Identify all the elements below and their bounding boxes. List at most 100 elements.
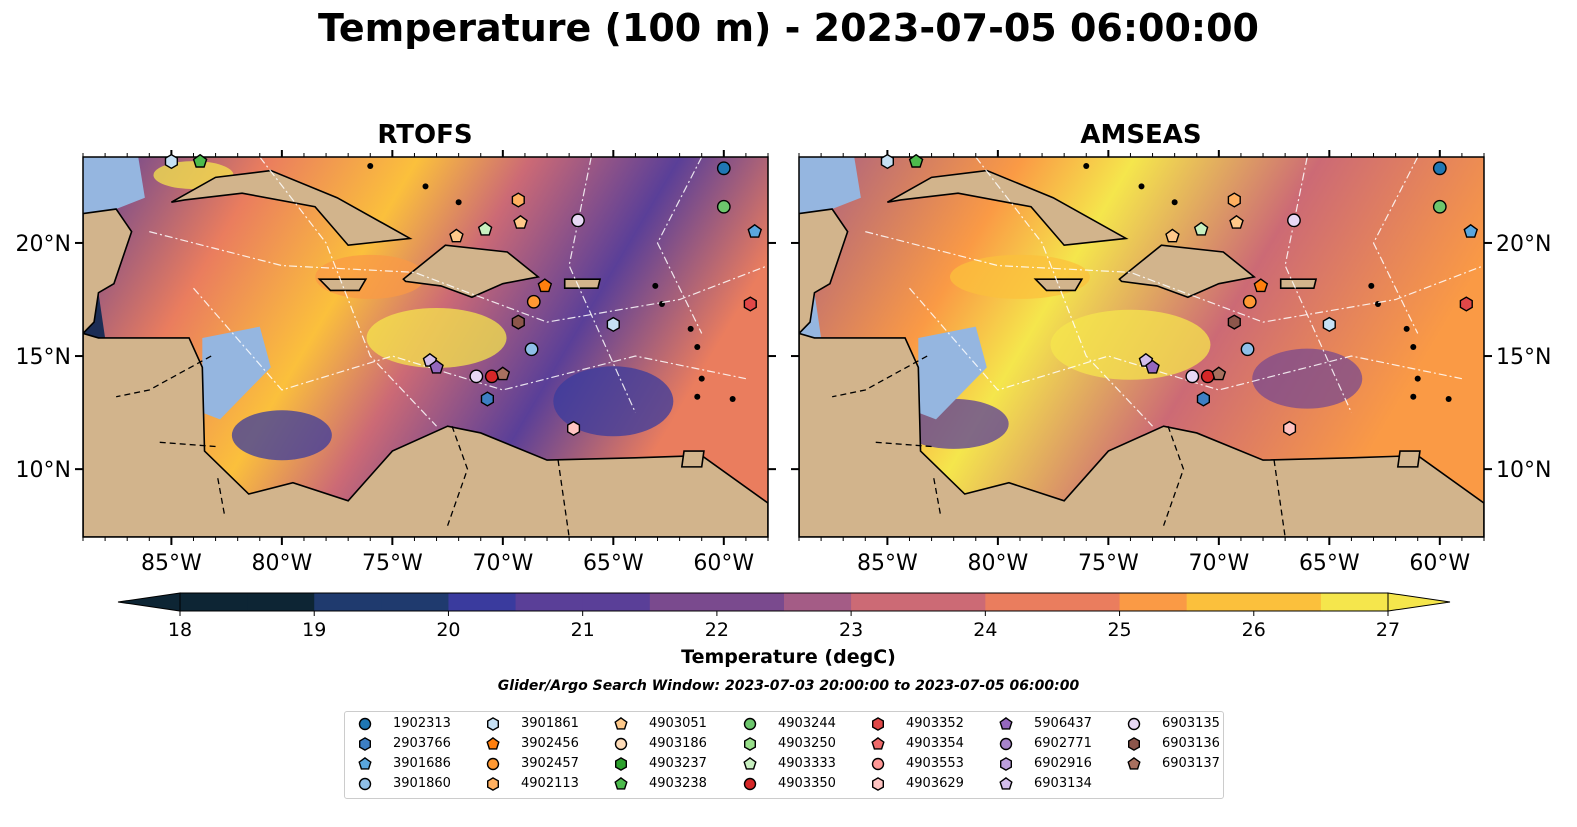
legend-label: 4903333 xyxy=(778,756,836,771)
legend-marker-circle xyxy=(358,777,372,791)
colorbar-segment xyxy=(515,593,584,611)
legend-label: 2903766 xyxy=(393,736,451,751)
legend-marker-icon xyxy=(358,777,372,791)
landmass xyxy=(799,208,849,335)
island xyxy=(1043,150,1049,151)
island xyxy=(422,183,429,190)
island xyxy=(1414,375,1421,382)
legend-marker-icon xyxy=(486,757,500,771)
legend-label: 3901860 xyxy=(393,776,451,791)
observation-5906437 xyxy=(429,359,444,374)
observation-6903135 xyxy=(1185,369,1200,384)
legend-marker-hexagon xyxy=(743,737,756,751)
observation-4903051 xyxy=(449,228,464,243)
legend-label: 4903244 xyxy=(778,716,836,731)
observation-4903244 xyxy=(1432,199,1447,214)
legend-label: 4903051 xyxy=(649,716,707,731)
shelf-water xyxy=(799,157,861,214)
legend-marker-icon xyxy=(743,777,757,791)
legend-label: 4902113 xyxy=(521,776,579,791)
colorbar-extend-min xyxy=(117,592,181,612)
legend-marker-circle xyxy=(999,737,1013,751)
landmass xyxy=(83,208,133,335)
observation-2903766 xyxy=(480,391,494,407)
island xyxy=(1138,183,1145,190)
temperature-patch xyxy=(366,307,507,368)
colorbar-segment xyxy=(649,593,718,611)
observation-2903766 xyxy=(1196,391,1210,407)
observation-3901860 xyxy=(1240,342,1255,357)
island xyxy=(1083,163,1090,170)
colorbar-tick-label: 27 xyxy=(1376,619,1400,641)
legend-marker-hexagon xyxy=(1127,737,1140,751)
colorbar-tick-label: 23 xyxy=(839,619,863,641)
legend-label: 3901686 xyxy=(393,756,451,771)
legend-marker-icon xyxy=(486,737,500,750)
legend-marker-circle xyxy=(871,757,885,771)
colorbar-tick-label: 20 xyxy=(436,619,460,641)
country-border xyxy=(217,478,226,515)
legend-label: 4903350 xyxy=(778,776,836,791)
observation-4902113 xyxy=(1227,192,1241,208)
lon-tick-label: 65°W xyxy=(1299,551,1360,576)
observation-3901861 xyxy=(880,153,895,170)
colorbar-segment xyxy=(1052,593,1121,611)
colorbar-segment xyxy=(1320,593,1389,611)
landmass xyxy=(1279,278,1318,289)
lon-tick-label: 85°W xyxy=(141,551,202,576)
lon-tick-label: 70°W xyxy=(472,551,533,576)
island xyxy=(1368,282,1375,289)
legend-marker-icon xyxy=(1127,757,1141,770)
colorbar-segment xyxy=(784,593,852,611)
temperature-patch xyxy=(231,410,332,461)
observation-6903136 xyxy=(511,314,525,330)
observation-3901686 xyxy=(747,223,763,238)
legend-marker-icon xyxy=(358,737,371,751)
legend-label: 4903629 xyxy=(906,776,964,791)
lat-tick-label: 10°N xyxy=(1496,458,1551,483)
legend-marker-icon xyxy=(614,777,628,790)
legend-marker-icon xyxy=(871,757,885,771)
observation-5906437 xyxy=(1145,359,1160,374)
lon-tick-label: 60°W xyxy=(1409,551,1470,576)
legend-label: 4903354 xyxy=(906,736,964,751)
shelf-water xyxy=(83,157,145,214)
landmass xyxy=(170,169,413,247)
colorbar-segment xyxy=(985,593,1053,611)
colorbar-segment xyxy=(582,593,651,611)
country-border xyxy=(1162,425,1185,526)
legend-marker-icon xyxy=(871,737,885,750)
landmass xyxy=(886,169,1129,247)
observation-4903333 xyxy=(477,221,493,236)
colorbar-tick-label: 26 xyxy=(1242,619,1266,641)
legend-marker-pentagon xyxy=(486,737,500,750)
colorbar: 18 19 20 21 22 23 24 25 26 27 xyxy=(117,592,1451,641)
island xyxy=(694,344,701,350)
colorbar-tick-label: 19 xyxy=(302,619,326,641)
legend-marker-icon xyxy=(999,717,1013,730)
observation-3901861 xyxy=(1322,316,1336,333)
legend-marker-icon xyxy=(614,737,628,751)
legend-label: 4903237 xyxy=(649,756,707,771)
lon-tick-label: 85°W xyxy=(857,551,918,576)
observation-3901861 xyxy=(606,316,620,333)
legend-marker-pentagon xyxy=(1127,757,1141,770)
observation-4903629 xyxy=(567,420,581,437)
island xyxy=(652,282,659,289)
colorbar-tick-label: 18 xyxy=(168,619,192,641)
landmass xyxy=(1033,278,1084,292)
legend-label: 4903250 xyxy=(778,736,836,751)
landmass xyxy=(680,450,705,468)
temperature-patch xyxy=(1252,348,1363,409)
observation-6903137 xyxy=(495,366,511,381)
observation-4903352 xyxy=(743,296,757,312)
legend-marker-circle xyxy=(358,717,372,731)
lon-tick-label: 65°W xyxy=(583,551,644,576)
observation-1902313 xyxy=(1432,161,1447,176)
observation-6903135 xyxy=(571,213,585,228)
landmass xyxy=(317,278,368,292)
lat-tick-label: 15°N xyxy=(16,345,71,370)
legend-marker-circle xyxy=(1127,717,1141,731)
observation-6903135 xyxy=(469,369,484,384)
legend-marker-pentagon xyxy=(999,777,1013,790)
